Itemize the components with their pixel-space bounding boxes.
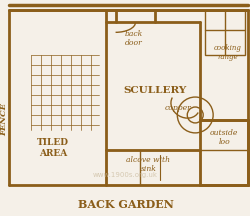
Text: cooking
range: cooking range — [214, 44, 242, 61]
Text: FENCE: FENCE — [0, 103, 8, 137]
Text: outside
loo: outside loo — [210, 129, 238, 146]
Bar — [200, 120, 248, 185]
Text: BACK GARDEN: BACK GARDEN — [78, 199, 174, 210]
Bar — [205, 10, 245, 55]
Text: SCULLERY: SCULLERY — [124, 86, 187, 95]
Text: TILED
AREA: TILED AREA — [37, 138, 69, 157]
Text: copper: copper — [165, 104, 192, 112]
Bar — [106, 150, 200, 185]
Text: back
door: back door — [124, 30, 142, 47]
Text: www.1900s.org.uk: www.1900s.org.uk — [93, 172, 158, 178]
Text: alcove with
sink: alcove with sink — [126, 156, 170, 173]
